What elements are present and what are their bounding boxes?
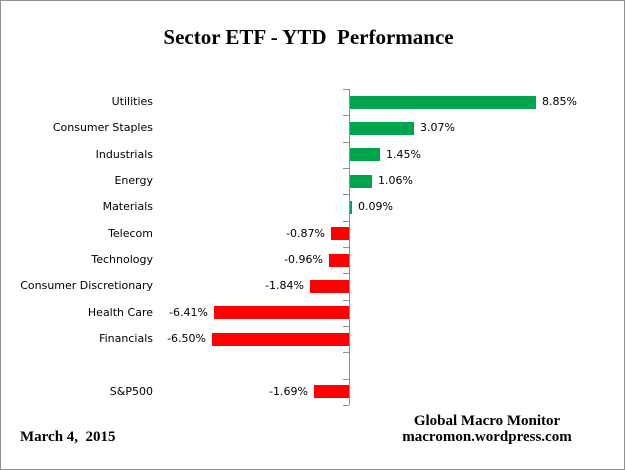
footer-credit: Global Macro Monitor macromon.wordpress.… [337, 413, 624, 445]
axis-tick [343, 115, 349, 116]
value-label: -6.41% [169, 306, 208, 319]
bar [310, 280, 349, 293]
category-label: Telecom [108, 227, 153, 240]
value-label: -1.84% [265, 279, 304, 292]
category-label: Consumer Staples [52, 121, 153, 134]
value-label: -0.87% [286, 227, 325, 240]
axis-tick [343, 379, 349, 380]
value-label: 1.06% [378, 174, 413, 187]
value-axis-line [349, 89, 350, 405]
category-label: Consumer Discretionary [20, 279, 153, 292]
axis-tick [343, 300, 349, 301]
axis-tick [343, 273, 349, 274]
value-label: 3.07% [420, 121, 455, 134]
value-label: -0.96% [284, 253, 323, 266]
footer-date: March 4, 2015 [20, 429, 116, 445]
chart-title: Sector ETF - YTD Performance [163, 25, 454, 49]
value-label: 8.85% [542, 95, 577, 108]
footer-credit-line1: Global Macro Monitor [413, 413, 561, 429]
axis-tick [343, 142, 349, 143]
value-label: -6.50% [167, 332, 206, 345]
footer-credit-line2: macromon.wordpress.com [402, 429, 572, 445]
axis-tick [343, 405, 349, 406]
category-label: Industrials [95, 148, 153, 161]
bar [350, 148, 380, 161]
axis-tick [343, 168, 349, 169]
axis-tick [343, 326, 349, 327]
axis-tick [343, 247, 349, 248]
value-label: 1.45% [386, 148, 421, 161]
axis-tick [343, 194, 349, 195]
bar [350, 201, 352, 214]
bar [212, 333, 349, 346]
bar [350, 96, 536, 109]
category-label: Energy [114, 174, 153, 187]
axis-tick [343, 89, 349, 90]
bar [329, 254, 349, 267]
category-label: Utilities [111, 95, 153, 108]
axis-tick [343, 221, 349, 222]
bar [214, 306, 349, 319]
category-label: Materials [102, 200, 153, 213]
bar [314, 385, 349, 398]
category-label: S&P500 [109, 385, 153, 398]
bar [350, 122, 414, 135]
category-label: Health Care [87, 306, 153, 319]
value-label: -1.69% [269, 385, 308, 398]
category-label: Technology [91, 253, 153, 266]
category-label: Financials [99, 332, 153, 345]
axis-tick [343, 352, 349, 353]
bar [350, 175, 372, 188]
bar [331, 227, 349, 240]
value-label: 0.09% [358, 200, 393, 213]
